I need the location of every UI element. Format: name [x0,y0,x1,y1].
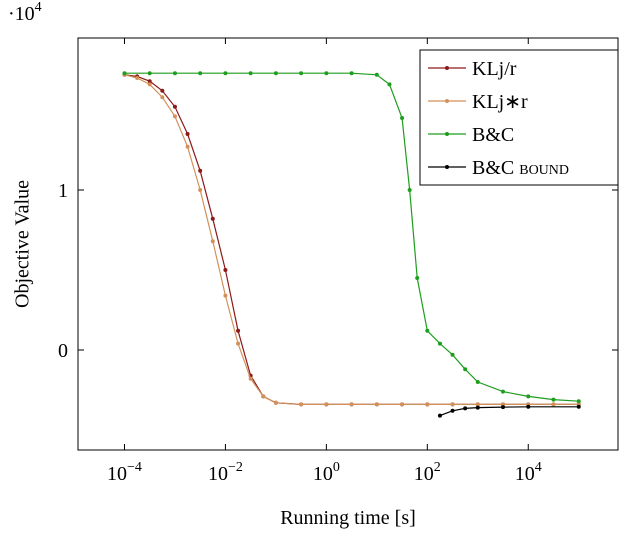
legend-marker [445,132,449,136]
legend-label: B&C bound [472,157,569,179]
data-point [299,71,304,76]
data-point [450,408,455,413]
data-point [122,71,127,76]
data-point [147,82,152,87]
x-tick-exponent: 0 [333,460,340,475]
data-point [172,114,177,119]
data-point [135,76,140,80]
data-point [160,88,165,93]
x-tick-exponent: −2 [228,460,243,475]
data-point [248,71,253,76]
y-axis-label: Objective Value [12,180,34,308]
data-point [210,239,215,244]
data-point [324,402,329,407]
data-point [236,328,241,333]
data-point [223,293,228,298]
data-point [299,402,304,407]
data-point [400,402,405,407]
data-point [551,402,556,407]
x-tick-base: 10 [515,463,535,485]
x-tick-label: 10−4 [107,460,142,485]
data-point [324,71,329,76]
y-multiplier-exponent: 4 [35,0,42,15]
data-point [576,404,581,409]
y-tick-label: 1 [58,180,68,202]
data-point [400,116,405,120]
data-point [425,328,430,333]
x-tick-label: 102 [414,460,441,485]
x-tick-label: 100 [313,460,340,485]
data-point [198,168,203,173]
x-tick-label: 104 [515,460,542,485]
x-tick-base: 10 [107,463,127,485]
series-line [439,406,579,417]
data-point [223,268,228,272]
legend-box [419,49,619,186]
data-point [407,188,412,192]
y-multiplier-base: ·10 [8,3,35,25]
data-point [415,276,420,280]
data-point [147,79,152,84]
data-point [437,413,442,418]
legend-marker [445,165,449,169]
data-point [437,341,442,346]
data-point [526,404,531,409]
data-point [248,376,253,381]
data-point [185,144,190,149]
data-point [185,132,190,136]
data-point [261,394,266,399]
data-point [475,402,480,407]
plot-frame [77,37,619,451]
x-tick-base: 10 [208,463,228,485]
data-point [425,402,430,407]
x-tick-exponent: 4 [535,460,542,475]
data-point [198,188,203,192]
data-point [450,352,455,357]
data-point [475,405,480,410]
y-tick-label: 0 [58,340,68,362]
data-point [349,71,354,76]
data-point [576,399,581,404]
series-line [124,72,579,402]
data-point [475,380,480,384]
x-tick-exponent: −4 [127,460,142,475]
data-point [501,389,506,394]
data-point [172,104,177,109]
data-point [374,402,379,407]
legend-label: KLj∗r [472,91,528,113]
legend-label: B&C [472,124,514,146]
legend-marker [445,99,449,103]
data-point [526,394,531,399]
data-point [273,400,278,405]
legend-marker [445,66,449,70]
data-point [198,71,203,76]
x-tick-label: 10−2 [208,460,243,485]
data-point [450,402,455,407]
x-tick-base: 10 [414,463,434,485]
data-point [147,71,152,76]
data-point [349,402,354,407]
data-point [374,72,379,77]
x-tick-exponent: 2 [434,460,441,475]
data-point [387,82,392,87]
data-point [210,216,215,221]
legend-label: KLj/r [472,58,517,80]
data-point [273,71,278,76]
data-point [463,406,468,411]
data-point [160,95,165,100]
x-tick-base: 10 [313,463,333,485]
data-point [223,71,228,76]
y-multiplier: ·104 [8,0,42,25]
data-point [463,367,468,372]
data-point [551,397,556,402]
data-point [501,405,506,410]
x-axis-label: Running time [s] [280,507,416,529]
data-point [172,71,177,76]
data-point [236,341,241,346]
